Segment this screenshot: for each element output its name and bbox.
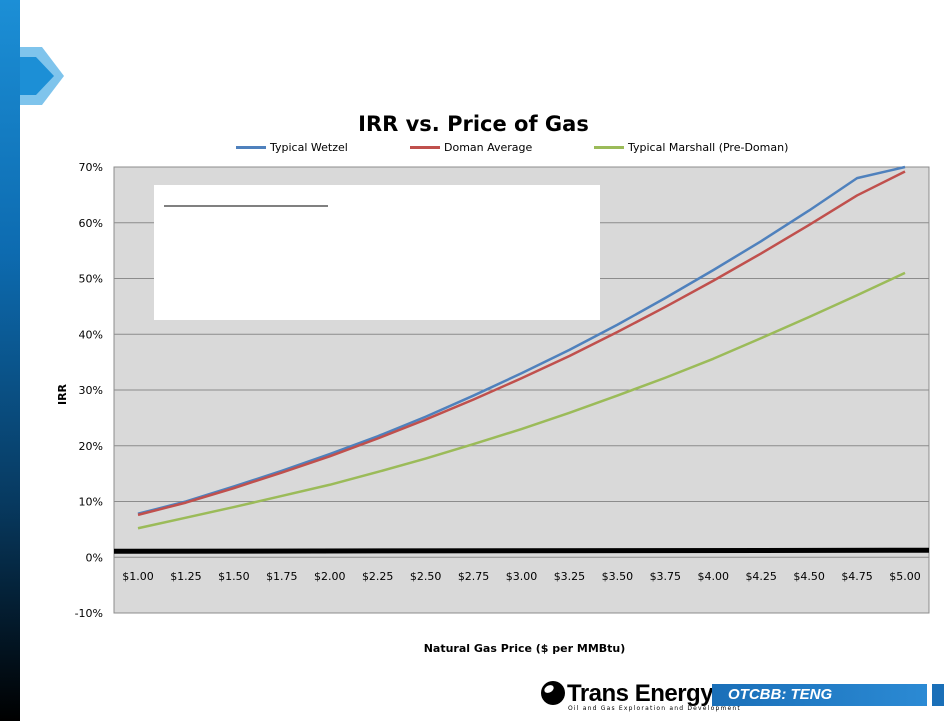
x-tick-label: $3.00 [506,570,538,583]
x-tick-label: $2.75 [458,570,490,583]
x-tick-label: $1.25 [170,570,202,583]
x-tick-label: $4.00 [698,570,730,583]
y-tick-label: 0% [86,551,103,564]
trans-energy-logo-icon [541,681,565,705]
x-tick-labels: $1.00 $1.25 $1.50 $1.75 $2.00 $2.25 $2.50 $2.75… [122,570,921,583]
x-tick-label: $4.75 [841,570,873,583]
x-tick-label: $1.75 [266,570,298,583]
slide-arrow-icon [20,47,64,105]
x-tick-label: $3.75 [650,570,682,583]
x-tick-label: $3.25 [554,570,586,583]
x-axis-label: Natural Gas Price ($ per MMBtu) [423,642,626,655]
x-tick-label: $3.50 [602,570,634,583]
ticker-end-block [932,684,944,706]
chart-legend: Typical Wetzel Doman Average Typical Mar… [0,141,947,159]
y-tick-label: 30% [79,384,103,397]
legend-swatch-doman [410,146,440,149]
x-tick-label: $1.50 [218,570,250,583]
y-tick-label: 40% [79,328,103,341]
y-tick-label: 50% [79,273,103,286]
y-axis-label: IRR [56,383,70,406]
legend-label-doman: Doman Average [444,141,533,154]
y-tick-label: 60% [79,217,103,230]
y-tick-label: 20% [79,440,103,453]
zero-baseline [113,547,930,554]
series-lines [137,165,906,530]
ticker-bar [712,684,927,706]
legend-item-marshall: Typical Marshall (Pre-Doman) [594,141,788,154]
company-tagline: Oil and Gas Exploration and Development [568,705,741,712]
series-line-2 [137,271,906,530]
legend-item-wetzel: Typical Wetzel [236,141,348,154]
x-tick-label: $4.50 [793,570,825,583]
y-tick-labels: -10% 0% 10% 20% 30% 40% 50% 60% 70% [75,161,103,620]
legend-label-marshall: Typical Marshall (Pre-Doman) [628,141,789,154]
y-tick-label: 10% [79,496,103,509]
sidebar-accent-bar [0,0,20,721]
ticker-symbol: OTCBB: TENG [728,686,833,703]
x-tick-label: $2.00 [314,570,346,583]
series-line-0 [137,165,906,515]
legend-swatch-wetzel [236,146,266,149]
legend-item-doman: Doman Average [410,141,532,154]
grid-lines [114,166,929,614]
x-tick-label: $4.25 [745,570,777,583]
overlay-box [154,185,600,320]
y-tick-label: -10% [75,607,103,620]
x-tick-label: $1.00 [122,570,154,583]
x-tick-label: $5.00 [889,570,921,583]
series-line-1 [137,170,906,517]
chart-title: IRR vs. Price of Gas [358,112,589,136]
y-tick-label: 70% [79,161,103,174]
x-tick-label: $2.50 [410,570,442,583]
legend-swatch-marshall [594,146,624,149]
x-tick-label: $2.25 [362,570,394,583]
legend-label-wetzel: Typical Wetzel [270,141,348,154]
